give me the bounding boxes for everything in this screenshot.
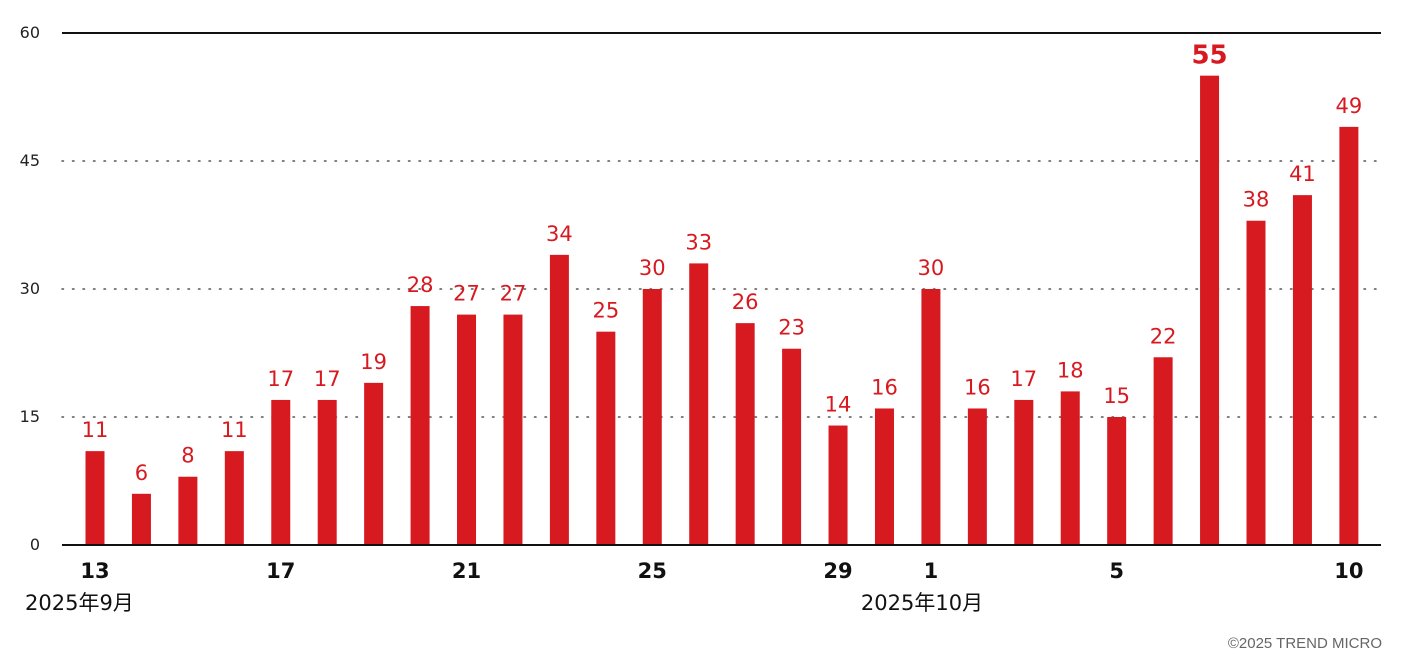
data-label: 49 xyxy=(1336,94,1363,118)
x-tick-label: 10 xyxy=(1334,559,1363,583)
data-label: 22 xyxy=(1150,324,1177,348)
y-tick-label: 60 xyxy=(20,23,40,42)
data-label: 17 xyxy=(267,367,294,391)
data-label: 33 xyxy=(685,230,712,254)
bar xyxy=(1014,399,1034,545)
data-label: 28 xyxy=(407,273,434,297)
data-label: 23 xyxy=(778,316,805,340)
bar xyxy=(85,451,105,545)
data-label: 14 xyxy=(825,393,852,417)
data-label: 25 xyxy=(592,299,619,323)
bar xyxy=(1060,391,1080,545)
x-tick-label: 25 xyxy=(638,559,667,583)
data-label: 55 xyxy=(1191,41,1227,71)
y-tick-label: 30 xyxy=(20,279,40,298)
bar xyxy=(503,314,523,545)
bar xyxy=(921,289,941,545)
bar xyxy=(1153,357,1173,545)
bar xyxy=(642,289,662,545)
data-label: 30 xyxy=(639,256,666,280)
data-label: 41 xyxy=(1289,162,1316,186)
data-label: 11 xyxy=(221,418,248,442)
bar xyxy=(1246,220,1266,545)
data-label: 18 xyxy=(1057,358,1084,382)
data-label: 27 xyxy=(500,282,527,306)
x-tick-label: 13 xyxy=(80,559,109,583)
data-label: 11 xyxy=(82,418,109,442)
data-label: 16 xyxy=(871,375,898,399)
bar xyxy=(1200,75,1220,546)
data-label: 16 xyxy=(964,375,991,399)
data-label: 34 xyxy=(546,222,573,246)
data-label: 6 xyxy=(135,461,148,485)
bar xyxy=(410,306,430,545)
y-tick-label: 45 xyxy=(20,151,40,170)
bar xyxy=(317,399,337,545)
data-label: 27 xyxy=(453,282,480,306)
x-tick-label: 29 xyxy=(823,559,852,583)
month-label: 2025年10月 xyxy=(861,591,983,615)
data-label: 17 xyxy=(314,367,341,391)
bar xyxy=(735,323,755,545)
x-tick-label: 5 xyxy=(1109,559,1124,583)
bar xyxy=(782,348,802,545)
bar xyxy=(1339,126,1359,545)
copyright-text: ©2025 TREND MICRO xyxy=(1227,635,1382,652)
x-tick-label: 1 xyxy=(924,559,939,583)
bar xyxy=(689,263,709,545)
y-tick-label: 15 xyxy=(20,407,40,426)
bar xyxy=(178,476,198,545)
x-tick-label: 21 xyxy=(452,559,481,583)
bar xyxy=(596,331,616,545)
bar xyxy=(131,493,151,545)
bar xyxy=(224,451,244,545)
y-tick-label: 0 xyxy=(30,535,40,554)
x-tick-label: 17 xyxy=(266,559,295,583)
data-label: 17 xyxy=(1010,367,1037,391)
month-label: 2025年9月 xyxy=(25,591,134,615)
bar xyxy=(828,425,848,545)
bar xyxy=(874,408,894,545)
data-label: 8 xyxy=(181,444,194,468)
data-label: 38 xyxy=(1243,188,1270,212)
data-label: 26 xyxy=(732,290,759,314)
data-label: 15 xyxy=(1103,384,1130,408)
bar xyxy=(364,382,384,545)
data-label: 19 xyxy=(360,350,387,374)
bar xyxy=(549,254,569,545)
bar xyxy=(1292,195,1312,545)
bar xyxy=(457,314,477,545)
bar xyxy=(271,399,291,545)
bar xyxy=(1107,417,1127,545)
data-label: 30 xyxy=(918,256,945,280)
bar xyxy=(967,408,987,545)
